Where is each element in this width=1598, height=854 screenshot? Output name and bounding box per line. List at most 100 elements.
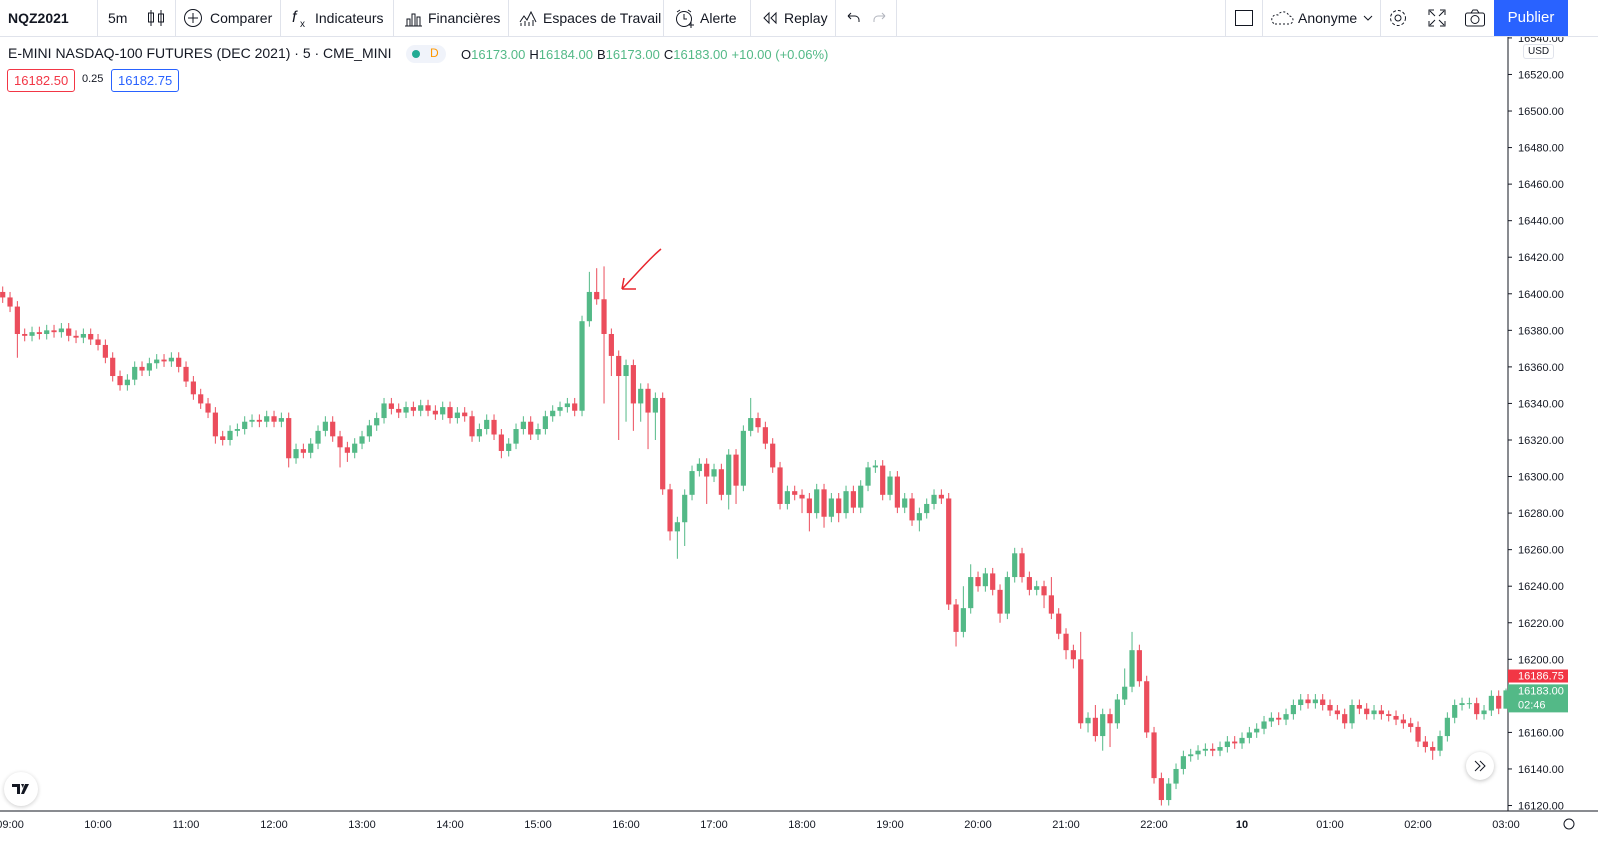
candle-body <box>1444 717 1450 737</box>
candle-body <box>300 449 306 453</box>
candle-body <box>975 577 981 587</box>
candle-body <box>403 407 409 413</box>
annotation-arrow <box>621 248 662 290</box>
replay-button[interactable]: Replay <box>784 10 828 26</box>
alert-button[interactable]: Alerte <box>700 10 737 26</box>
logo[interactable] <box>4 772 38 806</box>
candle-body <box>931 494 937 504</box>
currency[interactable]: USD <box>1523 44 1555 59</box>
candles <box>0 266 1509 806</box>
replay-icon[interactable] <box>760 8 780 28</box>
candle-body <box>1078 659 1084 724</box>
candle-body <box>154 359 160 364</box>
candle-body <box>660 397 666 490</box>
ohlc-value: 16183.00 <box>673 47 728 62</box>
candle-body <box>256 419 262 422</box>
candle-body <box>1063 633 1069 651</box>
candle-body <box>447 407 453 419</box>
candle-body <box>161 359 167 362</box>
redo-icon[interactable] <box>870 8 890 28</box>
user-menu[interactable]: Anonyme <box>1298 10 1358 26</box>
price-tag-label: 16183.00 <box>1518 685 1564 697</box>
status-dot <box>412 50 420 58</box>
candle-body <box>198 394 204 404</box>
divider <box>835 0 836 36</box>
cloud-icon[interactable] <box>1269 8 1295 28</box>
candle-body <box>674 522 680 532</box>
candle-body <box>51 330 57 333</box>
y-tick-label: 16520.00 <box>1518 69 1564 81</box>
candle-body <box>1283 714 1289 720</box>
axis-settings-icon[interactable] <box>1563 818 1575 830</box>
layout-icon[interactable] <box>1234 8 1254 28</box>
compare-button[interactable]: Comparer <box>210 10 273 26</box>
compare-icon[interactable] <box>183 8 203 28</box>
candle-icon[interactable] <box>146 8 166 28</box>
candle-body <box>704 463 710 477</box>
candle-body <box>1034 586 1040 590</box>
x-tick-label: 09:00 <box>0 819 24 831</box>
candle-body <box>667 489 673 532</box>
settings-icon[interactable] <box>1388 8 1408 28</box>
candle-body <box>29 332 35 336</box>
x-tick-label: 10 <box>1236 819 1248 831</box>
ohlc-value: 16173.00 <box>471 47 526 62</box>
candle-body <box>124 379 130 386</box>
x-tick-label: 14:00 <box>436 819 464 831</box>
candle-body <box>410 407 416 411</box>
scroll-button[interactable] <box>1466 752 1494 780</box>
indicators-button[interactable]: Indicateurs <box>315 10 384 26</box>
symbol[interactable]: NQZ2021 <box>8 10 69 26</box>
candle-body <box>1349 704 1355 724</box>
snapshot-icon[interactable] <box>1464 8 1486 28</box>
candle-body <box>168 357 174 362</box>
candle-body <box>132 366 138 380</box>
y-tick-label: 16320.00 <box>1518 435 1564 447</box>
candle-body <box>938 494 944 499</box>
interval[interactable]: 5m <box>108 10 128 26</box>
candle-body <box>286 418 292 459</box>
candle-body <box>1268 717 1274 722</box>
workspace-button[interactable]: Espaces de Travail <box>543 10 662 26</box>
candle-body <box>616 355 622 377</box>
fullscreen-icon[interactable] <box>1427 8 1447 28</box>
candle-body <box>330 421 336 437</box>
candle-body <box>1430 747 1436 751</box>
candle-body <box>579 321 585 411</box>
candle-body <box>234 429 240 431</box>
workspace-icon[interactable] <box>518 8 538 28</box>
candle-body <box>176 357 182 367</box>
candle-body <box>1210 748 1216 751</box>
financials-button[interactable]: Financières <box>428 10 501 26</box>
candle-body <box>850 491 856 508</box>
publish-button[interactable]: Publier <box>1494 0 1568 36</box>
candle-body <box>990 573 996 590</box>
candle-body <box>1070 650 1076 660</box>
y-tick-label: 16360.00 <box>1518 362 1564 374</box>
chevron-icon[interactable] <box>1362 8 1374 28</box>
ohlc-value: 16184.00 <box>538 47 593 62</box>
candle-body <box>513 429 519 444</box>
y-tick-label: 16140.00 <box>1518 764 1564 776</box>
candle-body <box>535 429 541 435</box>
alert-icon[interactable] <box>674 8 696 30</box>
candle-body <box>418 405 424 411</box>
candle-body <box>212 412 218 437</box>
candle-body <box>814 489 820 514</box>
ohlc-key: H <box>529 47 539 62</box>
bid-box[interactable]: 16182.50 <box>7 69 76 92</box>
y-tick-label: 16260.00 <box>1518 545 1564 557</box>
candle-body <box>1144 681 1150 733</box>
ask-box[interactable]: 16182.75 <box>111 69 180 92</box>
candle-body <box>293 449 299 459</box>
candle-body <box>366 425 372 437</box>
undo-icon[interactable] <box>843 8 863 28</box>
candle-body <box>396 408 402 413</box>
divider <box>663 0 664 36</box>
financials-icon[interactable] <box>403 8 423 28</box>
change: +10.00 (+0.06%) <box>731 47 829 62</box>
candle-body <box>630 365 636 404</box>
scroll-icon <box>1474 760 1486 772</box>
candle-body <box>506 443 512 451</box>
